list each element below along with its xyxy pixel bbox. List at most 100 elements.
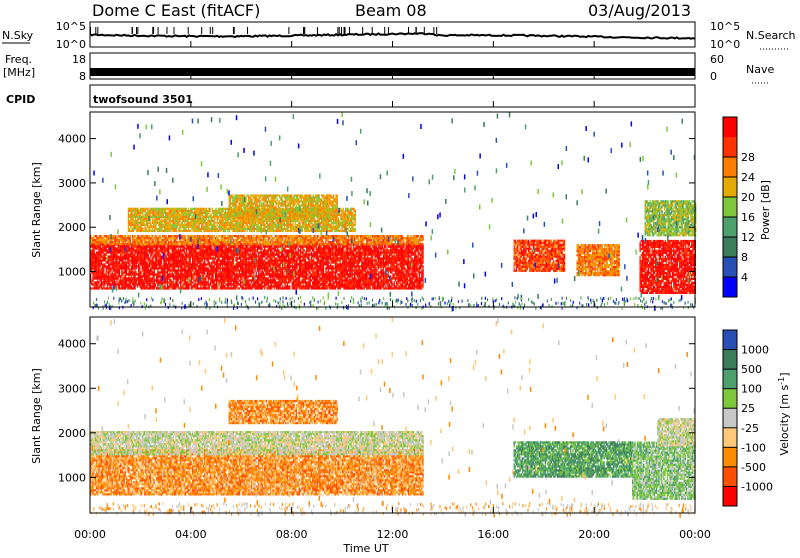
range-cell [184, 255, 185, 257]
range-cell [149, 257, 150, 259]
range-cell [331, 247, 332, 249]
range-cell [198, 269, 199, 271]
range-cell [164, 261, 165, 263]
range-cell [299, 261, 300, 263]
range-cell [146, 273, 147, 275]
range-cell [316, 255, 317, 257]
range-cell [234, 249, 235, 251]
range-cell [232, 267, 233, 269]
range-cell [124, 245, 125, 247]
range-cell [163, 285, 164, 287]
range-cell [262, 259, 263, 261]
range-cell [348, 269, 349, 271]
range-cell [298, 263, 299, 265]
range-cell [301, 255, 302, 257]
range-cell [126, 283, 127, 285]
range-cell [185, 277, 186, 279]
range-cell [311, 261, 312, 263]
range-cell [332, 281, 333, 283]
range-cell [191, 269, 192, 271]
range-cell [324, 251, 325, 253]
range-cell [157, 269, 158, 271]
range-cell [166, 257, 167, 259]
range-cell [354, 275, 355, 277]
range-cell [296, 287, 297, 289]
range-cell [142, 285, 143, 287]
range-cell [259, 275, 260, 277]
range-cell [164, 253, 165, 255]
station-title: Dome C East (fitACF) [92, 1, 260, 20]
range-cell [227, 253, 228, 255]
range-cell [152, 245, 153, 247]
range-cell [166, 255, 167, 257]
range-cell [372, 285, 373, 287]
range-cell [206, 245, 207, 247]
range-cell [110, 255, 111, 257]
range-cell [320, 255, 321, 257]
range-cell [192, 253, 193, 255]
range-cell [136, 277, 137, 279]
range-cell [284, 277, 285, 279]
range-cell [305, 287, 306, 289]
range-cell [166, 247, 167, 249]
range-cell [97, 267, 98, 269]
range-cell [310, 285, 311, 287]
range-cell [288, 251, 289, 253]
range-cell [314, 273, 315, 275]
range-cell [241, 255, 242, 257]
range-cell [125, 273, 126, 275]
range-cell [122, 245, 123, 247]
range-cell [253, 255, 254, 257]
range-cell [241, 249, 242, 251]
range-cell [332, 279, 333, 281]
range-cell [337, 249, 338, 251]
range-cell [329, 253, 330, 255]
range-cell [344, 267, 345, 269]
range-cell [100, 271, 101, 273]
range-cell [126, 285, 127, 287]
range-cell [251, 275, 252, 277]
range-cell [167, 257, 168, 259]
range-cell [131, 281, 132, 283]
range-cell [180, 267, 181, 269]
range-cell [138, 247, 139, 249]
range-cell [162, 281, 163, 283]
range-cell [364, 251, 365, 253]
range-cell [133, 279, 134, 281]
range-cell [184, 275, 185, 277]
range-cell [257, 269, 258, 271]
range-cell [211, 281, 212, 283]
range-cell [281, 261, 282, 263]
range-cell [260, 273, 261, 275]
range-cell [121, 259, 122, 261]
range-cell [244, 275, 245, 277]
range-cell [305, 283, 306, 285]
range-cell [127, 253, 128, 255]
range-cell [317, 261, 318, 263]
range-cell [337, 287, 338, 289]
nave-label: Nave [746, 63, 774, 76]
range-cell [134, 271, 135, 273]
range-cell [130, 251, 131, 253]
range-cell [116, 257, 117, 259]
range-cell [208, 253, 209, 255]
range-cell [191, 251, 192, 253]
range-cell [264, 283, 265, 285]
range-cell [178, 257, 179, 259]
range-cell [265, 279, 266, 281]
range-cell [313, 279, 314, 281]
range-cell [343, 283, 344, 285]
range-cell [144, 249, 145, 251]
range-cell [306, 287, 307, 289]
range-cell [271, 253, 272, 255]
range-cell [276, 253, 277, 255]
range-cell [288, 273, 289, 275]
range-cell [248, 247, 249, 249]
range-cell [256, 281, 257, 283]
range-cell [229, 267, 230, 269]
range-cell [293, 279, 294, 281]
range-cell [323, 251, 324, 253]
range-cell [134, 267, 135, 269]
range-cell [181, 251, 182, 253]
range-cell [209, 287, 210, 289]
